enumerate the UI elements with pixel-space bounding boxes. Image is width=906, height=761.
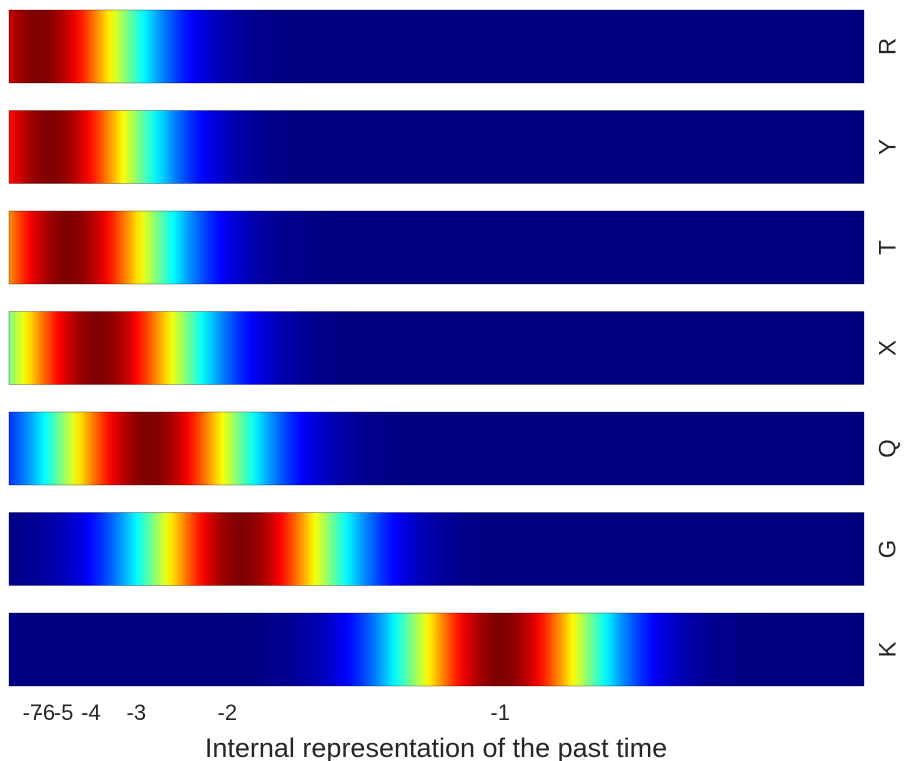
heatmap-row-k bbox=[9, 613, 864, 686]
row-label-y: Y bbox=[875, 139, 902, 155]
heatmap-row-x bbox=[9, 311, 864, 385]
row-label-q: Q bbox=[875, 439, 902, 458]
x-tick-label: -3 bbox=[127, 700, 147, 725]
x-tick-label: -6 bbox=[36, 700, 56, 725]
row-label-r: R bbox=[875, 38, 902, 55]
row-label-x: X bbox=[875, 340, 902, 356]
x-tick-label: -4 bbox=[81, 700, 101, 725]
x-tick-label: -5 bbox=[54, 700, 74, 725]
row-label-k: K bbox=[875, 641, 902, 657]
row-label-g: G bbox=[875, 540, 902, 559]
heatmap-row-border bbox=[8, 512, 865, 586]
x-tick-labels: -7-6-5 -4 -3 -2 -1 bbox=[23, 700, 510, 725]
heatmap-row-g bbox=[9, 512, 864, 586]
heatmap-row-border bbox=[8, 612, 865, 687]
x-axis-label: Internal representation of the past time bbox=[205, 733, 667, 761]
x-tick-label: -1 bbox=[490, 700, 510, 725]
heatmap-row-border bbox=[8, 311, 865, 385]
heatmap-row-border bbox=[8, 9, 865, 84]
x-tick-label: -7 bbox=[23, 700, 43, 725]
heatmap-row-border bbox=[8, 110, 865, 184]
row-label-t: T bbox=[875, 240, 902, 255]
heatmap-row-y bbox=[9, 110, 864, 184]
heatmap-row-border bbox=[8, 210, 865, 285]
heatmap-rows: R Y T X Q G K bbox=[8, 9, 902, 687]
x-tick-label: -2 bbox=[218, 700, 238, 725]
heatmap-row-border bbox=[8, 411, 865, 486]
heatmap-row-q bbox=[9, 412, 864, 485]
heatmap-row-r bbox=[9, 10, 864, 83]
heatmap-row-t bbox=[9, 211, 864, 284]
